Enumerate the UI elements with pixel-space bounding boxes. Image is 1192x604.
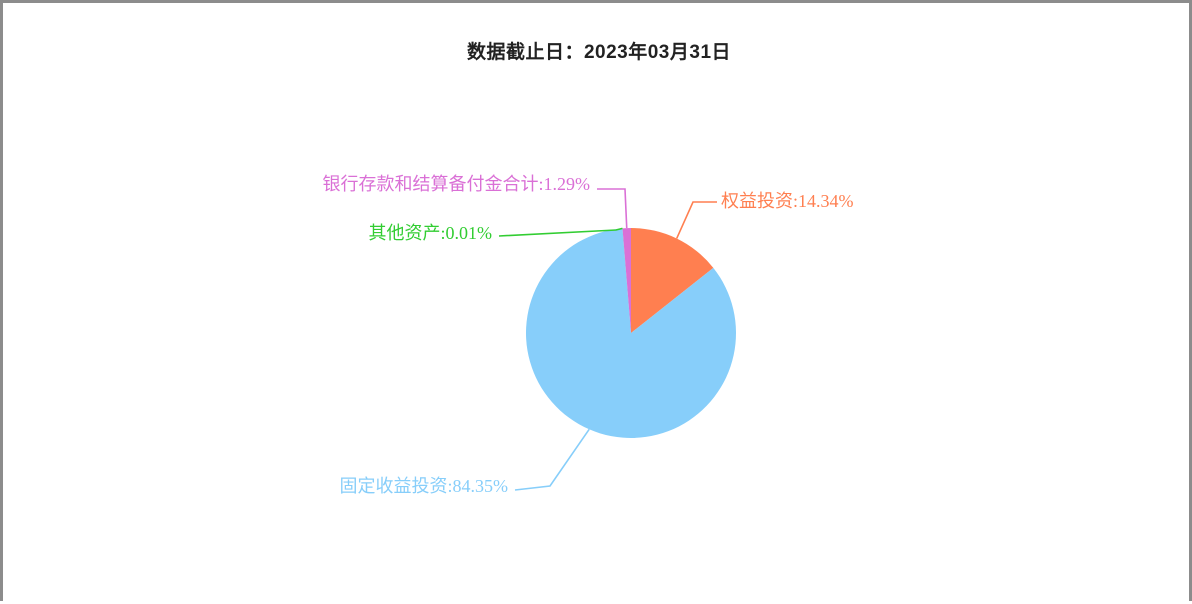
leader-line-0 bbox=[675, 201, 717, 239]
leader-line-3 bbox=[597, 188, 628, 229]
slice-label-1: 固定收益投资:84.35% bbox=[340, 476, 509, 496]
slice-labels: 权益投资:14.34% 固定收益投资:84.35% 其他资产:0.01% 银行存款和结… bbox=[323, 174, 854, 496]
slice-label-0: 权益投资:14.34% bbox=[721, 191, 854, 211]
slice-label-3: 银行存款和结算备付金合计:1.29% bbox=[323, 174, 591, 194]
pie-slice-0[interactable] bbox=[631, 228, 714, 333]
pie-slices bbox=[526, 228, 736, 438]
leader-line-2 bbox=[498, 227, 623, 237]
leader-lines bbox=[498, 188, 717, 491]
pie-slice-3[interactable] bbox=[622, 228, 631, 333]
chart-title: 数据截止日：2023年03月31日 bbox=[466, 42, 732, 63]
slice-label-2: 其他资产:0.01% bbox=[369, 223, 493, 243]
pie-slice-1[interactable] bbox=[526, 228, 736, 438]
leader-line-1 bbox=[514, 428, 590, 491]
pie-slice-2[interactable] bbox=[622, 228, 631, 333]
pie-chart: 权益投资:14.34% 固定收益投资:84.35% 其他资产:0.01% 银行存款和结… bbox=[323, 174, 854, 496]
